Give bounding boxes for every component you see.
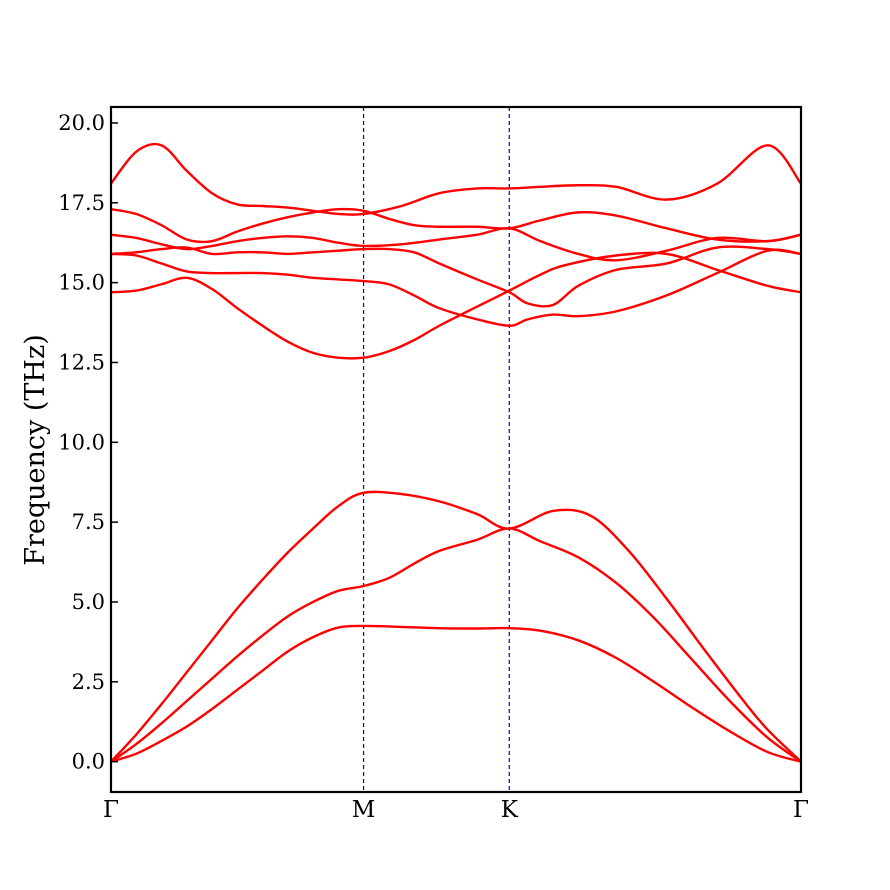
y-tick-label: 10.0 (58, 430, 105, 454)
y-tick-label: 0.0 (72, 750, 105, 774)
y-tick-label: 12.5 (58, 350, 105, 374)
x-tick-label: M (352, 797, 376, 823)
y-tick-label: 7.5 (72, 510, 105, 534)
band-line-7 (110, 227, 802, 262)
band-line-2 (110, 527, 802, 763)
y-axis-ticks: 0.0 2.5 5.0 7.5 10.0 12.5 15.0 17.5 20.0 (58, 111, 118, 774)
x-tick-label: Γ (793, 797, 809, 823)
y-tick-label: 17.5 (58, 191, 105, 215)
band-line-3 (110, 490, 802, 763)
band-line-6 (110, 245, 802, 308)
high-symmetry-dividers (362, 107, 510, 792)
band-line-4 (110, 251, 802, 360)
y-tick-label: 2.5 (72, 670, 105, 694)
band-line-1 (110, 624, 802, 763)
band-line-9 (110, 142, 802, 216)
y-tick-label: 20.0 (58, 111, 105, 135)
y-tick-label: 15.0 (58, 271, 105, 295)
x-tick-label: Γ (103, 797, 119, 823)
band-line-8 (110, 207, 802, 244)
axes-frame (109, 105, 803, 794)
band-line-5 (110, 248, 802, 327)
band-lines (110, 142, 802, 763)
y-tick-label: 5.0 (72, 590, 105, 614)
x-tick-label: K (501, 797, 519, 823)
y-axis-label: Frequency (THz) (20, 334, 51, 565)
